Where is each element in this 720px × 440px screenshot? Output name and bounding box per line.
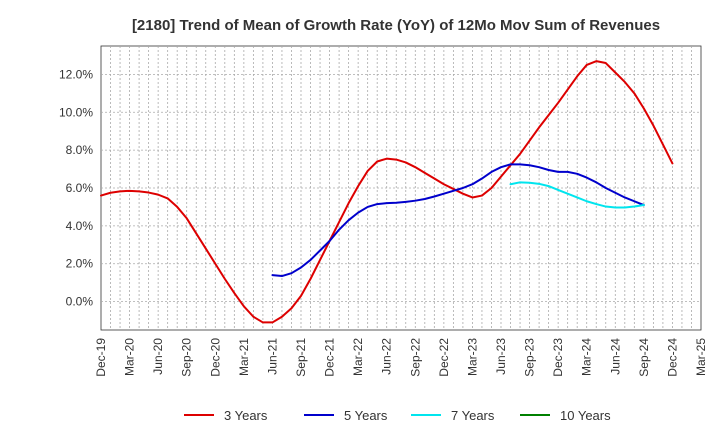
x-tick-label: Sep-20 — [180, 338, 194, 377]
y-tick-label: 12.0% — [59, 67, 93, 81]
legend-label: 3 Years — [224, 408, 268, 423]
x-tick-label: Dec-22 — [437, 338, 451, 377]
x-tick-label: Sep-23 — [523, 338, 537, 377]
x-tick-label: Jun-23 — [494, 338, 508, 375]
y-tick-label: 2.0% — [66, 257, 94, 271]
x-tick-label: Jun-24 — [608, 338, 622, 375]
series-line-3-years — [100, 60, 674, 324]
grid-layer — [101, 46, 701, 330]
x-tick-label: Sep-22 — [408, 338, 422, 377]
x-tick-label: Sep-21 — [294, 338, 308, 377]
x-tick-label: Mar-23 — [465, 338, 479, 376]
x-tick-label: Dec-23 — [551, 338, 565, 377]
x-tick-label: Jun-20 — [151, 338, 165, 375]
y-tick-label: 10.0% — [59, 105, 93, 119]
x-tick-label: Dec-24 — [665, 338, 679, 377]
legend-label: 5 Years — [344, 408, 388, 423]
legend-label: 10 Years — [560, 408, 611, 423]
series-layer — [100, 60, 674, 324]
x-axis: Dec-19 Mar-20 Jun-20 Sep-20 Dec-20 Mar-21 Jun-… — [94, 338, 708, 377]
series-line-7-years — [509, 181, 645, 209]
y-tick-label: 8.0% — [66, 143, 94, 157]
y-tick-label: 6.0% — [66, 181, 94, 195]
legend: 3 Years 5 Years 7 Years 10 Years — [184, 408, 611, 423]
y-axis: 0.0% 2.0% 4.0% 6.0% 8.0% 10.0% 12.0% — [59, 67, 93, 308]
x-tick-label: Dec-20 — [208, 338, 222, 377]
x-tick-label: Mar-22 — [351, 338, 365, 376]
x-tick-label: Sep-24 — [637, 338, 651, 377]
x-tick-label: Mar-20 — [123, 338, 137, 376]
x-tick-label: Jun-22 — [380, 338, 394, 375]
x-tick-label: Dec-19 — [94, 338, 108, 377]
x-tick-label: Mar-21 — [237, 338, 251, 376]
y-tick-label: 0.0% — [66, 295, 94, 309]
series-line-5-years — [271, 163, 645, 278]
legend-label: 7 Years — [451, 408, 495, 423]
chart-title: [2180] Trend of Mean of Growth Rate (YoY… — [132, 17, 660, 34]
y-tick-label: 4.0% — [66, 219, 94, 233]
x-tick-label: Jun-21 — [265, 338, 279, 375]
x-tick-label: Mar-24 — [580, 338, 594, 376]
x-tick-label: Dec-21 — [323, 338, 337, 377]
x-tick-label: Mar-25 — [694, 338, 708, 376]
